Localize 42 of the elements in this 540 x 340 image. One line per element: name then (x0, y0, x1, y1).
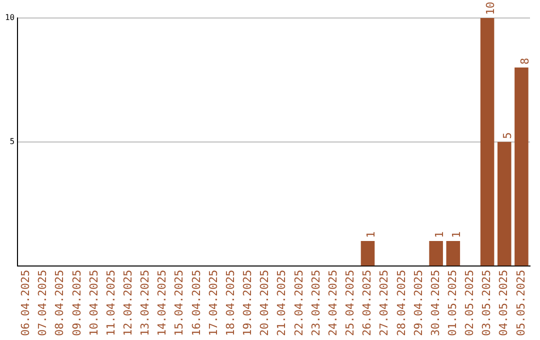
x-tick-label: 21.04.2025 (275, 270, 288, 336)
x-tick-label: 03.05.2025 (480, 270, 494, 336)
x-tick-label: 09.04.2025 (70, 270, 84, 336)
bar (480, 18, 494, 266)
x-tick-label: 24.04.2025 (326, 270, 340, 336)
x-tick-label: 06.04.2025 (19, 270, 32, 336)
data-label: 10 (484, 2, 498, 15)
x-tick-label: 27.04.2025 (378, 270, 391, 336)
x-tick-label: 05.05.2025 (514, 270, 528, 336)
bar (497, 142, 512, 266)
data-label: 8 (518, 58, 532, 65)
x-tick-label: 30.04.2025 (428, 270, 442, 336)
x-tick-label: 16.04.2025 (190, 270, 203, 336)
x-tick-label: 22.04.2025 (292, 270, 306, 336)
bar (446, 240, 460, 266)
x-tick-label: 13.04.2025 (138, 270, 152, 336)
data-label: 1 (364, 231, 378, 238)
x-tick-label: 04.05.2025 (497, 270, 510, 336)
data-label: 5 (501, 132, 514, 139)
x-tick-label: 12.04.2025 (122, 270, 135, 336)
x-tick-label: 15.04.2025 (172, 270, 186, 336)
x-tick-label: 10.04.2025 (87, 270, 100, 336)
x-tick-label: 18.04.2025 (224, 270, 237, 336)
x-tick-label: 26.04.2025 (360, 270, 374, 336)
bar (429, 240, 443, 266)
x-tick-label: 08.04.2025 (53, 270, 66, 336)
x-tick-label: 25.04.2025 (344, 270, 357, 336)
x-tick-label: 01.05.2025 (446, 270, 460, 336)
data-label: 1 (432, 231, 446, 238)
x-tick-label: 28.04.2025 (394, 270, 408, 336)
x-tick-label: 14.04.2025 (156, 270, 169, 336)
bar (514, 68, 528, 266)
x-tick-label: 11.04.2025 (104, 270, 118, 336)
x-tick-label: 19.04.2025 (241, 270, 254, 336)
x-tick-label: 07.04.2025 (36, 270, 50, 336)
x-tick-label: 17.04.2025 (206, 270, 220, 336)
bar (360, 240, 375, 266)
x-tick-label: 02.05.2025 (463, 270, 476, 336)
x-tick-label: 23.04.2025 (309, 270, 322, 336)
x-tick-label: 29.04.2025 (412, 270, 425, 336)
data-label: 1 (450, 231, 464, 238)
x-tick-label: 20.04.2025 (258, 270, 272, 336)
